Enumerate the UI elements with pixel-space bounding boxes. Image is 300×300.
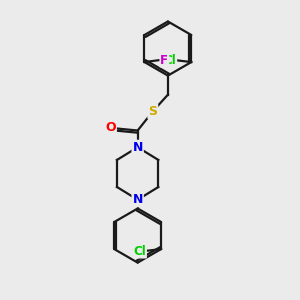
- Text: Cl: Cl: [133, 244, 146, 258]
- Text: N: N: [133, 193, 143, 206]
- Text: O: O: [105, 121, 116, 134]
- Text: N: N: [133, 141, 143, 154]
- Text: Cl: Cl: [164, 54, 176, 67]
- Text: F: F: [160, 54, 168, 67]
- Text: S: S: [148, 105, 157, 118]
